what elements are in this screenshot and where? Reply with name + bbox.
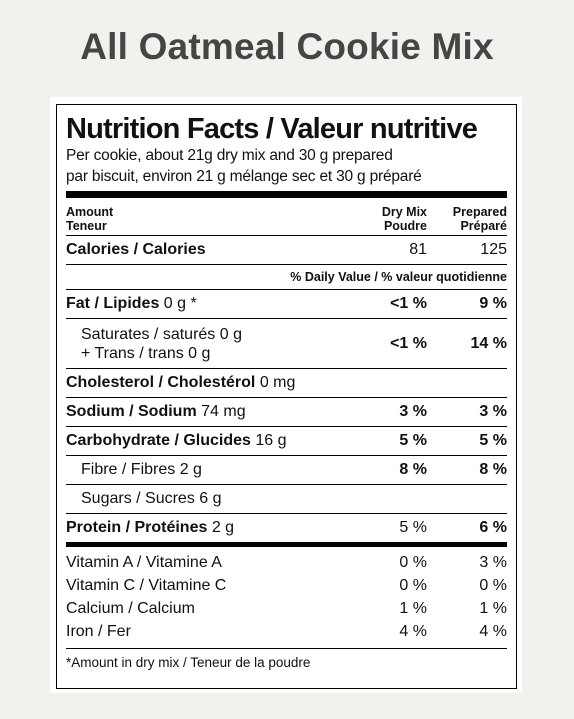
poudre-label: Poudre: [383, 219, 427, 233]
carbohydrate-amount: 16 g: [255, 432, 287, 449]
vitamin-prepared: 1 %: [479, 599, 507, 617]
prepared-label: Prepared: [452, 205, 507, 219]
sodium-prepared: 3 %: [479, 403, 507, 420]
vitamin-row: Calcium / Calcium 1 % 1 %: [66, 597, 507, 620]
sugars-row: Sugars / Sucres 6 g: [66, 485, 507, 514]
protein-row: Protein / Protéines 2 g 5 % 6 %: [66, 514, 507, 543]
carbohydrate-prepared: 5 %: [479, 432, 507, 449]
vitamin-prepared: 3 %: [479, 553, 507, 571]
protein-dry: 5 %: [399, 519, 427, 536]
calories-row: Calories / Calories 81 125: [66, 236, 507, 265]
vitamins-block: Vitamin A / Vitamine A 0 % 3 % Vitamin C…: [66, 547, 507, 649]
footnote: *Amount in dry mix / Teneur de la poudre: [66, 655, 311, 670]
vitamin-dry: 0 %: [399, 553, 427, 571]
fat-dry: <1 %: [390, 295, 427, 312]
fat-row: Fat / Lipides 0 g * <1 % 9 %: [66, 290, 507, 319]
saturates-prepared: 14 %: [470, 334, 507, 352]
fibre-name: Fibre / Fibres 2 g: [81, 461, 202, 478]
protein-name: Protein / Protéines: [66, 519, 208, 536]
sodium-amount: 74 mg: [201, 403, 246, 420]
carbohydrate-name: Carbohydrate / Glucides: [66, 432, 251, 449]
vitamin-name: Vitamin A / Vitamine A: [66, 553, 222, 571]
vitamin-row: Vitamin C / Vitamine C 0 % 0 %: [66, 574, 507, 597]
serving-size-en: Per cookie, about 21g dry mix and 30 g p…: [66, 147, 393, 164]
carbohydrate-dry: 5 %: [399, 432, 427, 449]
prepare-label: Préparé: [460, 219, 507, 233]
vitamin-row: Iron / Fer 4 % 4 %: [66, 620, 507, 643]
page-title: All Oatmeal Cookie Mix: [80, 26, 494, 67]
nutrition-facts-title: Nutrition Facts / Valeur nutritive: [66, 113, 478, 145]
carbohydrate-row: Carbohydrate / Glucides 16 g 5 % 5 %: [66, 427, 507, 456]
cholesterol-name: Cholesterol / Cholestérol: [66, 374, 256, 391]
vitamin-dry: 1 %: [399, 599, 427, 617]
fibre-dry: 8 %: [399, 461, 427, 478]
cholesterol-row: Cholesterol / Cholestérol 0 mg: [66, 369, 507, 398]
daily-value-note: % Daily Value / % valeur quotidienne: [66, 265, 507, 290]
dry-mix-label: Dry Mix: [381, 205, 427, 219]
amount-label-fr: Teneur: [66, 219, 107, 233]
medium-rule: [66, 543, 507, 547]
thick-rule: [66, 191, 507, 198]
saturates-name: Saturates / saturés 0 g: [81, 325, 242, 343]
sodium-row: Sodium / Sodium 74 mg 3 % 3 %: [66, 398, 507, 427]
calories-prepared: 125: [480, 241, 507, 258]
vitamin-name: Iron / Fer: [66, 622, 131, 640]
sugars-name: Sugars / Sucres 6 g: [81, 490, 222, 507]
vitamin-dry: 0 %: [399, 576, 427, 594]
column-header: Amount Teneur Dry Mix Poudre Prepared Pr…: [66, 198, 507, 236]
protein-prepared: 6 %: [479, 519, 507, 536]
nutrition-facts-label: Nutrition Facts / Valeur nutritive Per c…: [56, 104, 517, 689]
sodium-dry: 3 %: [399, 403, 427, 420]
protein-amount: 2 g: [211, 519, 235, 536]
calories-name: Calories / Calories: [66, 241, 206, 258]
fat-name: Fat / Lipides: [66, 295, 160, 312]
trans-name: + Trans / trans 0 g: [81, 344, 211, 362]
vitamin-prepared: 4 %: [479, 622, 507, 640]
calories-dry: 81: [409, 241, 427, 258]
cholesterol-amount: 0 mg: [259, 374, 296, 391]
saturates-row: Saturates / saturés 0 g + Trans / trans …: [66, 319, 507, 369]
fat-prepared: 9 %: [479, 295, 507, 312]
sodium-name: Sodium / Sodium: [66, 403, 197, 420]
vitamin-row: Vitamin A / Vitamine A 0 % 3 %: [66, 551, 507, 574]
vitamin-prepared: 0 %: [479, 576, 507, 594]
vitamin-name: Calcium / Calcium: [66, 599, 195, 617]
fibre-prepared: 8 %: [479, 461, 507, 478]
fat-amount: 0 g *: [163, 295, 197, 312]
vitamin-name: Vitamin C / Vitamine C: [66, 576, 227, 594]
serving-size-fr: par biscuit, environ 21 g mélange sec et…: [66, 168, 422, 185]
fibre-row: Fibre / Fibres 2 g 8 % 8 %: [66, 456, 507, 485]
amount-label-en: Amount: [66, 205, 114, 219]
vitamin-dry: 4 %: [399, 622, 427, 640]
saturates-dry: <1 %: [390, 334, 427, 352]
